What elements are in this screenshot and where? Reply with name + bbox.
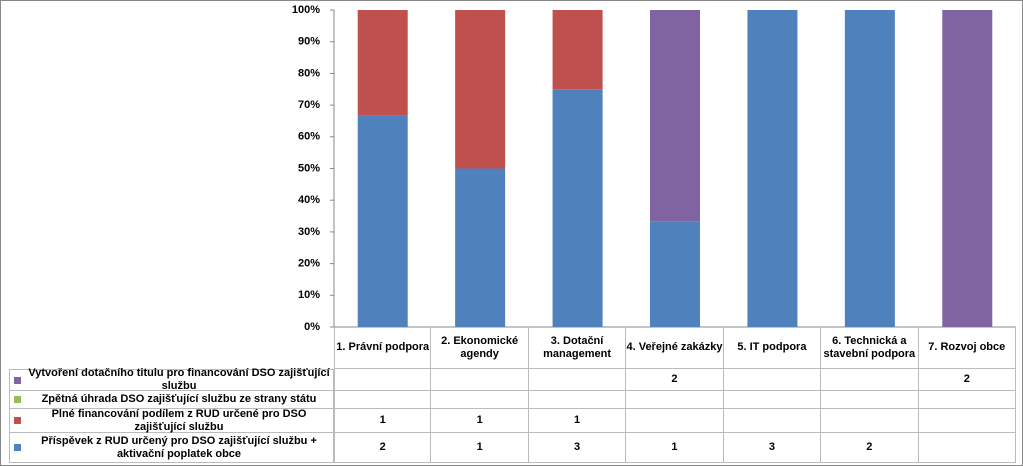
bar-segment — [455, 10, 506, 169]
table-value: 2 — [334, 433, 432, 463]
bar-segment — [357, 115, 408, 328]
y-tick-label: 70% — [298, 99, 320, 111]
table-value — [821, 391, 919, 409]
category-label: 5. IT podpora — [723, 327, 822, 369]
y-tick-label: 50% — [298, 162, 320, 174]
table-value: 3 — [723, 433, 822, 463]
table-value — [528, 369, 627, 391]
y-tick-label: 90% — [298, 36, 320, 48]
bar-segment — [455, 168, 506, 327]
table-value: 1 — [528, 409, 627, 433]
bar-segment — [844, 10, 895, 327]
table-value — [431, 391, 529, 409]
legend-entry: Vytvoření dotačního titulu pro financová… — [9, 367, 334, 392]
bar-segment — [552, 89, 603, 327]
legend-swatch — [14, 396, 21, 403]
legend-swatch — [14, 376, 21, 384]
table-value — [626, 391, 724, 409]
legend-swatch — [14, 444, 21, 451]
table-value — [918, 409, 1016, 433]
table-value: 1 — [431, 433, 529, 463]
category-label: 2. Ekonomické agendy — [431, 327, 529, 369]
table-value: 2 — [821, 433, 919, 463]
table-value: 3 — [528, 433, 627, 463]
category-label: 4. Veřejné zakázky — [626, 327, 724, 369]
table-value: 1 — [626, 433, 724, 463]
table-value — [723, 391, 822, 409]
legend-text: Příspěvek z RUD určený pro DSO zajišťují… — [41, 434, 317, 460]
table-value — [918, 433, 1016, 463]
bar-segment — [357, 10, 408, 116]
legend-entry: Příspěvek z RUD určený pro DSO zajišťují… — [9, 433, 334, 463]
category-label: 6. Technická a stavební podpora — [821, 327, 919, 369]
bar-segment — [747, 10, 798, 327]
table-value — [626, 409, 724, 433]
table-value — [821, 369, 919, 391]
y-tick-label: 10% — [298, 289, 320, 301]
legend-swatch — [14, 417, 21, 424]
category-label: 7. Rozvoj obce — [918, 327, 1016, 369]
table-value — [528, 391, 627, 409]
legend-text: Vytvoření dotačního titulu pro financová… — [28, 367, 330, 392]
table-value — [334, 391, 432, 409]
table-value — [821, 409, 919, 433]
y-tick-label: 60% — [298, 131, 320, 143]
bar-segment — [552, 10, 603, 90]
y-tick-label: 80% — [298, 67, 320, 79]
table-value: 1 — [334, 409, 432, 433]
table-value: 2 — [626, 369, 724, 391]
bar-segment — [650, 10, 700, 222]
legend-text: Plné financování podílem z RUD určené pr… — [51, 407, 307, 433]
legend-entry: Plné financování podílem z RUD určené pr… — [9, 407, 334, 433]
table-value: 2 — [918, 369, 1016, 391]
y-tick-label: 0% — [304, 321, 320, 333]
table-value — [723, 409, 822, 433]
bar-segment — [942, 10, 993, 327]
y-tick-label: 20% — [298, 258, 320, 270]
table-value — [334, 369, 432, 391]
bar-segment — [650, 221, 700, 327]
table-value — [723, 369, 822, 391]
legend-text: Zpětná úhrada DSO zajišťující službu ze … — [41, 393, 317, 405]
category-label: 3. Dotační management — [528, 327, 627, 369]
category-label: 1. Právní podpora — [334, 327, 432, 369]
y-tick-label: 30% — [298, 226, 320, 238]
legend-entry: Zpětná úhrada DSO zajišťující službu ze … — [9, 391, 334, 409]
y-tick-label: 40% — [298, 194, 320, 206]
table-value — [918, 391, 1016, 409]
y-tick-label: 100% — [292, 4, 320, 16]
table-value: 1 — [431, 409, 529, 433]
table-value — [431, 369, 529, 391]
